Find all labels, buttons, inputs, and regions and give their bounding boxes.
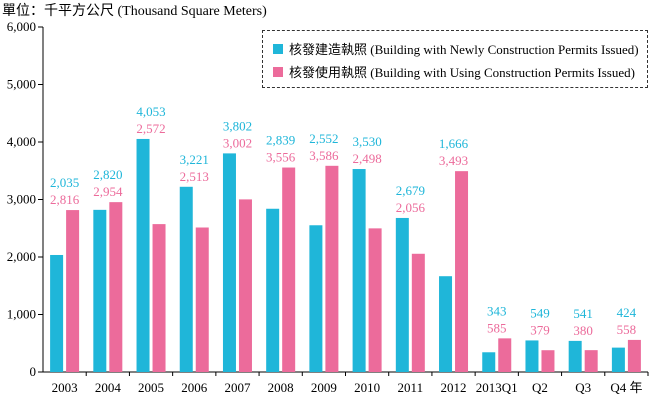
data-label-using: 3,586 [309,148,339,163]
x-tick-label: 2013Q1 [476,380,518,395]
bar-using [627,339,641,372]
x-tick-label: 2010 [354,380,380,395]
legend-label-using: 核發使用執照 (Building with Using Construction… [289,65,635,80]
data-label-using: 2,513 [180,169,209,184]
data-label-using: 379 [530,322,550,337]
bar-using [541,350,555,372]
data-label-newly: 2,035 [50,175,79,190]
x-tick-label: 2005 [138,380,164,395]
data-label-newly: 1,666 [439,136,469,151]
data-label-newly: 4,053 [136,104,165,119]
data-label-using: 2,056 [396,200,426,215]
y-tick-label: 5,000 [7,77,36,92]
data-label-using: 2,498 [352,151,381,166]
data-label-using: 3,002 [223,135,252,150]
data-label-newly: 2,552 [309,131,338,146]
y-tick-label: 3,000 [7,192,36,207]
bar-using [66,210,80,372]
y-tick-label: 1,000 [7,307,36,322]
data-label-using: 2,816 [50,192,80,207]
bar-newly [525,340,539,372]
x-tick-label: 2008 [268,380,294,395]
bar-newly [611,347,625,372]
y-tick-label: 4,000 [7,134,36,149]
bar-newly [50,254,64,372]
x-tick-label: 2011 [398,380,424,395]
data-label-newly: 2,820 [93,167,122,182]
x-tick-label: 2007 [224,380,251,395]
y-tick-label: 6,000 [7,19,36,34]
data-label-using: 3,493 [439,153,468,168]
bar-newly [136,138,150,372]
data-label-newly: 424 [617,305,637,320]
bar-using [325,165,339,372]
data-label-using: 558 [617,322,637,337]
bar-using [195,227,209,372]
legend-label-newly: 核發建造執照 (Building with Newly Construction… [289,42,639,57]
bar-using [455,171,469,372]
data-label-using: 2,954 [93,184,123,199]
data-label-newly: 3,802 [223,118,252,133]
bar-newly [568,340,582,372]
data-label-using: 3,556 [266,150,296,165]
x-tick-label: Q3 [575,380,591,395]
bar-newly [439,276,453,372]
bar-newly [222,153,236,372]
data-label-using: 2,572 [136,121,165,136]
unit-label: 單位：千平方公尺 (Thousand Square Meters) [2,4,267,19]
bar-using [411,253,425,372]
x-tick-label: 2009 [311,380,337,395]
data-label-newly: 541 [573,306,593,321]
x-tick-label: 2004 [95,380,122,395]
bar-using [584,350,598,372]
y-tick-label: 2,000 [7,249,36,264]
x-tick-label: Q4 年 [610,380,642,395]
bar-newly [395,217,409,372]
data-label-using: 380 [573,323,593,338]
legend-swatch-newly [273,43,283,54]
data-label-newly: 2,679 [396,183,425,198]
data-label-using: 585 [487,320,507,335]
bar-using [152,224,166,372]
x-tick-label: 2012 [441,380,467,395]
legend-item-using: 核發使用執照 (Building with Using Construction… [273,62,635,81]
bar-newly [309,225,323,372]
bar-using [282,167,296,372]
bar-newly [352,169,366,372]
bar-using [498,338,512,372]
bar-newly [93,209,107,372]
bar-using [109,202,123,372]
bar-newly [482,352,496,372]
x-tick-label: Q2 [532,380,548,395]
x-tick-label: 2003 [52,380,78,395]
legend-swatch-using [273,66,283,77]
legend-item-newly: 核發建造執照 (Building with Newly Construction… [273,39,639,58]
data-label-newly: 3,221 [180,152,209,167]
bar-using [368,228,382,372]
legend: 核發建造執照 (Building with Newly Construction… [262,30,648,88]
bar-newly [266,208,280,372]
data-label-newly: 343 [487,303,507,318]
x-tick-label: 2006 [181,380,208,395]
data-label-newly: 2,839 [266,133,295,148]
bar-newly [179,186,193,372]
y-tick-label: 0 [30,364,37,379]
bar-using [238,199,252,372]
data-label-newly: 3,530 [352,134,381,149]
data-label-newly: 549 [530,305,550,320]
